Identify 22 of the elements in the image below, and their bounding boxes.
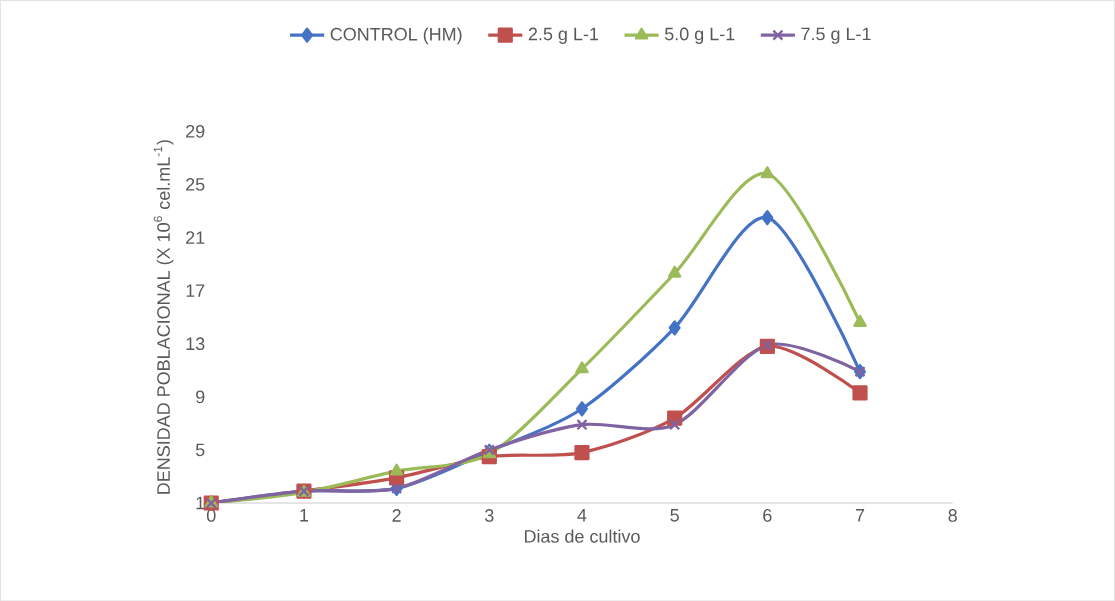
legend-label: 5.0 g L-1 <box>664 27 735 44</box>
legend-label: 2.5 g L-1 <box>528 27 599 44</box>
y-tick-label: 1 <box>196 496 205 510</box>
x-tick-label: 2 <box>392 508 401 522</box>
x-tick-label: 3 <box>484 508 494 522</box>
x-tick-label: 1 <box>300 508 309 522</box>
legend-label: CONTROL (HM) <box>330 27 462 44</box>
legend-label: 7.5 g L-1 <box>801 27 871 44</box>
y-axis-title: DENSIDAD POBLACIONAL (X 10$^{6}$ cel.mL$^{-1}$) <box>153 140 174 494</box>
x-tick-label: 5 <box>670 508 679 522</box>
x-tick-label: 8 <box>948 508 957 522</box>
y-tick-label: 21 <box>186 231 205 244</box>
y-tick-label: 5 <box>195 443 205 457</box>
y-tick-label: 17 <box>186 284 205 297</box>
y-tick-label: 29 <box>186 124 205 138</box>
y-tick-label: 25 <box>186 177 205 191</box>
x-axis-title: Dias de cultivo <box>524 529 640 543</box>
y-tick-label: 13 <box>186 337 205 350</box>
y-tick-label: 9 <box>196 390 205 404</box>
x-tick-label: 6 <box>763 508 772 522</box>
x-tick-label: 4 <box>577 508 587 522</box>
x-tick-label: 7 <box>855 508 865 522</box>
